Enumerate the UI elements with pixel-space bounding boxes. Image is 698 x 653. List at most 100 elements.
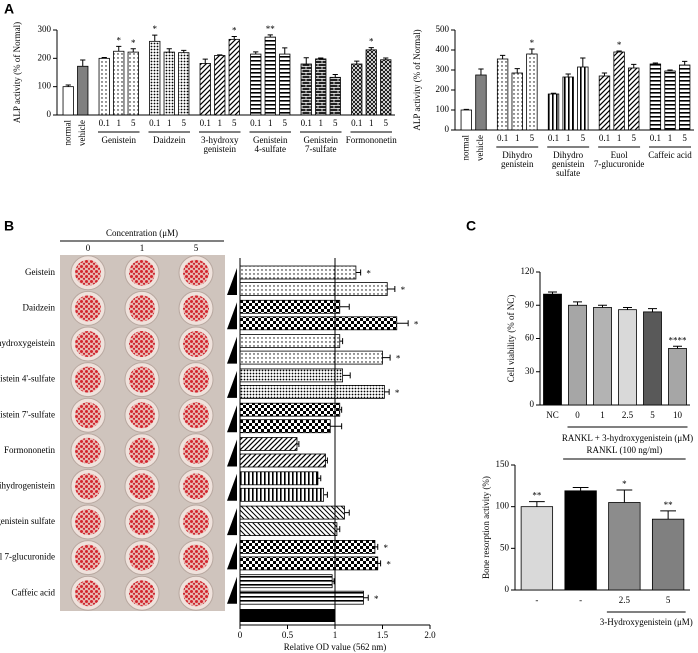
error-bar xyxy=(368,47,374,50)
y-tick-label: 60 xyxy=(525,333,535,343)
x-tick-label: - xyxy=(579,595,582,605)
group-label: genistein xyxy=(204,144,237,154)
y-tick-label: 200 xyxy=(436,84,450,94)
bar xyxy=(613,51,625,131)
bar xyxy=(239,384,385,399)
panel-label: C xyxy=(466,218,476,234)
group-label: sulfate xyxy=(556,168,580,178)
y-tick-label: 0 xyxy=(47,109,52,119)
category-label: 1 xyxy=(117,118,122,128)
control-bar xyxy=(240,609,335,622)
significance: * xyxy=(395,388,400,398)
error-bar xyxy=(623,306,632,310)
y-axis-label: ALP activity (% of Normal) xyxy=(12,22,22,123)
error-bar xyxy=(598,304,607,308)
error-bar xyxy=(325,457,328,464)
bar xyxy=(127,51,139,116)
concentration-wedge xyxy=(227,508,237,536)
significance: ** xyxy=(664,500,674,510)
error-bar xyxy=(130,48,136,53)
category-label: 1 xyxy=(617,133,622,143)
category-label: normal xyxy=(460,135,470,161)
error-bar xyxy=(217,54,223,56)
concentration-wedge xyxy=(227,370,237,398)
bar xyxy=(239,556,379,571)
bar xyxy=(664,70,676,131)
significance: * xyxy=(622,479,627,489)
error-bar xyxy=(166,48,172,53)
x-tick-label: 1 xyxy=(600,410,605,420)
bar xyxy=(511,72,523,131)
well-stain xyxy=(183,509,209,535)
bar xyxy=(239,505,345,520)
significance: ** xyxy=(266,24,276,34)
x-tick-label: 5 xyxy=(650,410,655,420)
x-tick-label: NC xyxy=(546,410,559,420)
row-label: Daidzein xyxy=(23,302,56,312)
well-stain xyxy=(183,331,209,357)
group-label: Dihydro xyxy=(553,150,583,160)
category-label: 5 xyxy=(283,118,288,128)
error-bar xyxy=(332,73,338,78)
bar xyxy=(329,76,341,116)
group-label: 7-sulfate xyxy=(305,144,337,154)
bar xyxy=(668,348,687,406)
bar xyxy=(300,63,312,116)
y-axis-label: Cell viability (% of NC) xyxy=(506,295,516,383)
well-stain xyxy=(183,580,209,607)
plate-header: Concentration (μM) xyxy=(106,228,178,238)
bar xyxy=(598,75,611,131)
error-bar xyxy=(601,72,608,76)
concentration-wedge xyxy=(227,576,237,604)
bar xyxy=(239,453,326,468)
group-label: 4-sulfate xyxy=(255,144,287,154)
group-label: Formononetin xyxy=(346,135,397,145)
well-stain xyxy=(129,402,155,429)
x-tick-label: 1 xyxy=(333,630,338,640)
row-label: Genistein 7'-sulfate xyxy=(0,409,55,419)
significance: **** xyxy=(669,335,688,345)
error-bar xyxy=(342,372,351,379)
bar xyxy=(239,316,398,331)
well-stain xyxy=(183,366,209,393)
bar xyxy=(239,299,341,314)
bar xyxy=(239,350,383,365)
category-label: 0.1 xyxy=(301,118,312,128)
well-stain xyxy=(129,259,155,286)
panel-label: A xyxy=(4,1,14,17)
significance: * xyxy=(386,559,391,569)
group-label: Caffeic acid xyxy=(648,150,692,160)
well-stain xyxy=(183,473,209,500)
row-label: Geistein xyxy=(25,267,55,277)
error-bar xyxy=(377,560,382,567)
bar xyxy=(577,66,589,131)
bar xyxy=(365,49,377,116)
error-bar xyxy=(318,57,324,59)
category-label: 0.1 xyxy=(250,118,261,128)
well-stain xyxy=(183,295,209,322)
category-label: 0.1 xyxy=(599,133,610,143)
bar xyxy=(543,293,562,406)
bar xyxy=(239,590,364,605)
bar xyxy=(351,63,363,116)
bar xyxy=(651,518,685,591)
error-bar xyxy=(80,59,86,67)
bar xyxy=(239,487,324,502)
error-bar xyxy=(267,34,273,38)
category-label: 5 xyxy=(232,118,237,128)
error-bar xyxy=(116,45,122,52)
error-bar xyxy=(478,68,484,75)
error-bar xyxy=(463,108,469,110)
well-stain xyxy=(129,295,155,322)
row-label: Caffeic acid xyxy=(11,587,55,597)
error-bar xyxy=(529,48,535,54)
y-tick-label: 50 xyxy=(500,542,510,552)
error-bar xyxy=(616,50,622,52)
bar xyxy=(315,58,327,116)
row-label: Equol 7-glucuronide xyxy=(0,552,55,562)
well-stain xyxy=(183,402,209,429)
significance: * xyxy=(374,594,379,604)
well-stain xyxy=(75,509,101,535)
